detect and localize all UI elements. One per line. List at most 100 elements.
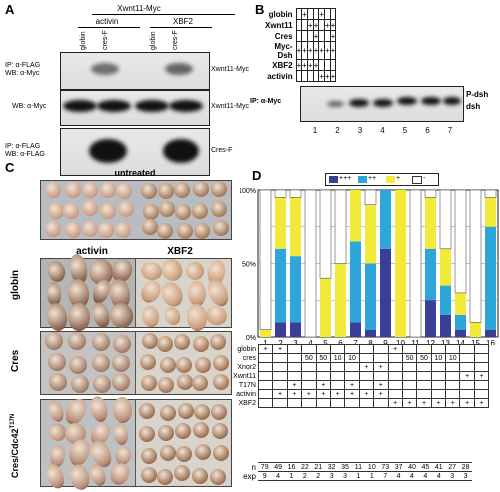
count-cell: 22 bbox=[298, 462, 312, 472]
grid-cell bbox=[329, 59, 337, 71]
lane-number-b: 4 bbox=[380, 126, 385, 135]
grid-row-label: Myc-Dsh bbox=[274, 41, 293, 60]
band bbox=[135, 100, 169, 112]
count-cell: 2 bbox=[311, 471, 325, 481]
embryo bbox=[212, 355, 229, 372]
row-a1-right: Xwnt11-Myc bbox=[211, 66, 249, 73]
embryo bbox=[192, 202, 209, 219]
embryo bbox=[157, 468, 174, 485]
x-tick-label: 14 bbox=[456, 339, 465, 345]
grid-cell: + bbox=[318, 8, 325, 20]
table-row: T17N + + + + bbox=[220, 380, 490, 390]
bar-segment-+ bbox=[365, 204, 376, 264]
table-cell bbox=[344, 371, 360, 381]
table-cell bbox=[430, 371, 447, 381]
bar-segment-+ bbox=[425, 197, 436, 249]
table-cell: 10 bbox=[329, 353, 346, 363]
table-cell bbox=[358, 371, 375, 381]
panel-c-label: C bbox=[5, 160, 15, 175]
table-cell bbox=[473, 362, 490, 372]
band bbox=[97, 100, 131, 112]
panel-b-label: B bbox=[255, 2, 265, 17]
embryo bbox=[158, 200, 175, 217]
table-row-label: T17N bbox=[238, 381, 256, 389]
bar-segment-+++ bbox=[365, 329, 376, 337]
embryo bbox=[141, 219, 158, 236]
embryo bbox=[112, 422, 130, 446]
embryo bbox=[65, 182, 82, 199]
table-cell bbox=[401, 380, 418, 390]
legend: +++ ++ + - bbox=[325, 173, 439, 186]
table-cell bbox=[344, 344, 360, 354]
band bbox=[89, 139, 127, 163]
count-cell: 21 bbox=[311, 462, 325, 472]
table-cell: 10 bbox=[430, 353, 447, 363]
embryo bbox=[100, 182, 117, 199]
embryo bbox=[111, 396, 133, 424]
table-cell bbox=[387, 380, 403, 390]
count-cell: 4 bbox=[405, 471, 419, 481]
count-cell: 40 bbox=[405, 462, 419, 472]
table-cell bbox=[257, 362, 274, 372]
embryo bbox=[45, 332, 64, 351]
table-cell: + bbox=[473, 398, 490, 408]
lane-number-b: 6 bbox=[425, 126, 430, 135]
count-cell: 28 bbox=[458, 462, 473, 472]
table-cell: + bbox=[286, 380, 303, 390]
lane-label-a: cres-F bbox=[172, 30, 179, 50]
table-cell: 10 bbox=[445, 353, 461, 363]
table-cell bbox=[329, 398, 346, 408]
row-label-globin: globin bbox=[10, 270, 21, 300]
blot-a-3 bbox=[60, 128, 210, 176]
embryo bbox=[66, 461, 93, 492]
embryo bbox=[157, 335, 174, 352]
table-row: XBF2 + + + + + + + bbox=[220, 398, 490, 408]
table-row: cres 50 50 10 10 50 50 10 10 bbox=[220, 353, 490, 363]
embryo bbox=[193, 223, 210, 240]
band bbox=[349, 99, 369, 107]
group-activin: activin bbox=[95, 17, 119, 26]
embryo bbox=[92, 375, 111, 394]
embryo bbox=[81, 181, 98, 198]
embryo bbox=[192, 468, 209, 485]
x-tick-label: 13 bbox=[441, 339, 450, 345]
count-cell: 9 bbox=[258, 471, 272, 481]
embryo bbox=[141, 447, 158, 464]
embryo bbox=[91, 354, 110, 373]
panel-d-counts: n 79 49 16 22 21 32 35 11 10 73 37 40 45 41 27 28 exp 9 4 1 2… bbox=[220, 462, 473, 481]
table-cell bbox=[459, 389, 475, 399]
embryo bbox=[45, 259, 68, 285]
panel-a-header: Xwnt11-Myc bbox=[117, 4, 161, 13]
embryo bbox=[44, 220, 61, 237]
legend-swatch-medium bbox=[358, 176, 367, 183]
grid-cell bbox=[329, 8, 337, 20]
embryo bbox=[211, 181, 227, 198]
embryo bbox=[158, 376, 175, 393]
x-tick-label: 9 bbox=[383, 339, 388, 345]
band bbox=[443, 97, 461, 105]
row-label-sup: T17N bbox=[10, 413, 16, 429]
embryo bbox=[88, 394, 110, 424]
bar-segment-none bbox=[439, 189, 452, 250]
band bbox=[163, 139, 199, 163]
table-cell: + bbox=[257, 344, 274, 354]
table-cell bbox=[344, 362, 360, 372]
row-a3-line2: WB: α-FLAG bbox=[5, 151, 45, 158]
table-cell: 10 bbox=[344, 353, 360, 363]
table-cell: + bbox=[344, 389, 360, 399]
embryo bbox=[176, 446, 193, 463]
table-row: exp 9 4 1 2 2 3 3 1 1 7 4 4 4 4 3 3 bbox=[220, 471, 473, 481]
table-cell bbox=[373, 353, 389, 363]
table-row: Xnor2 + + bbox=[220, 362, 490, 372]
embryo bbox=[100, 202, 117, 219]
embryo bbox=[176, 222, 193, 239]
count-cell: 3 bbox=[324, 471, 339, 481]
table-cell: + bbox=[473, 371, 490, 381]
table-cell bbox=[459, 353, 475, 363]
table-cell bbox=[387, 389, 403, 399]
bar-segment-++ bbox=[275, 248, 286, 323]
embryo bbox=[194, 356, 211, 373]
bar-segment-++ bbox=[380, 190, 391, 249]
table-cell bbox=[401, 389, 418, 399]
